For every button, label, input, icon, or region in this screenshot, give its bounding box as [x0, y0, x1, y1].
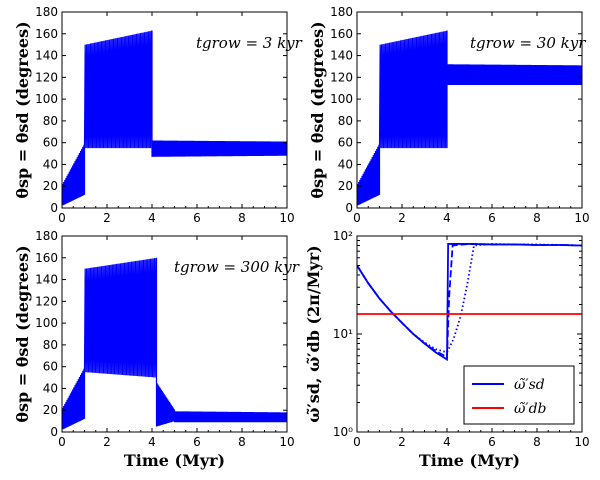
x-tick-label: 8 [533, 435, 541, 449]
y-tick-label: 80 [338, 114, 353, 128]
tgrow-annotation: tgrow = 300 kyr [174, 258, 300, 276]
y-tick-label: 180 [35, 229, 58, 243]
legend-box [463, 365, 575, 425]
plot-area-top-left [62, 30, 287, 206]
y-tick-label: 140 [35, 49, 58, 63]
x-tick-label: 10 [574, 435, 589, 449]
y-tick-label: 40 [43, 381, 58, 395]
panel-bottom-right: 0 2 4 6 8 10 10⁰ 10¹ 10² ω̃′sd, ω̃′db (2π/Myr) Tim… [304, 229, 590, 470]
y-tick-label: 140 [330, 49, 353, 63]
x-tick-label: 6 [488, 435, 496, 449]
y-tick-label: 100 [35, 316, 58, 330]
x-tick-label: 2 [398, 435, 406, 449]
y-tick-label: 160 [35, 251, 58, 265]
y-tick-label: 120 [330, 70, 353, 84]
y-tick-label: 180 [330, 5, 353, 19]
x-axis-label: Time (Myr) [419, 451, 520, 470]
y-tick-label: 60 [43, 360, 58, 374]
y-tick-label: 40 [43, 157, 58, 171]
y-tick-label: 180 [35, 5, 58, 19]
series-line-theta [357, 30, 582, 206]
y-tick-label: 10² [333, 229, 353, 243]
x-tick-label: 2 [398, 211, 406, 225]
x-axis-label: Time (Myr) [124, 451, 225, 470]
legend: ω̃′sd ω̃′db [463, 365, 575, 425]
y-tick-label: 0 [50, 201, 58, 215]
y-tick-label: 10⁰ [333, 425, 353, 439]
y-axis-label: θsp = θsd (degrees) [13, 21, 32, 198]
y-tick-label: 0 [345, 201, 353, 215]
legend-label: ω̃′sd [514, 377, 545, 393]
y-tick-label: 10¹ [333, 327, 353, 341]
x-tick-label: 4 [148, 211, 156, 225]
y-tick-label: 20 [43, 179, 58, 193]
y-tick-label: 120 [35, 70, 58, 84]
y-axis-label: θsp = θsd (degrees) [308, 21, 327, 198]
x-tick-label: 0 [353, 435, 361, 449]
x-tick-label: 8 [238, 435, 246, 449]
x-tick-label: 8 [238, 211, 246, 225]
y-axis-label: θsp = θsd (degrees) [13, 245, 32, 422]
x-tick-label: 6 [193, 211, 201, 225]
y-tick-label: 40 [338, 157, 353, 171]
tgrow-annotation: tgrow = 30 kyr [470, 34, 586, 52]
y-tick-label: 160 [330, 27, 353, 41]
x-tick-label: 10 [574, 211, 589, 225]
series-line-2 [357, 243, 582, 359]
legend-label: ω̃′db [514, 401, 547, 417]
plot-area-bottom-left [62, 257, 287, 430]
y-tick-label: 80 [43, 114, 58, 128]
x-tick-label: 6 [193, 435, 201, 449]
series-line-1 [357, 243, 582, 362]
y-tick-label: 140 [35, 273, 58, 287]
x-tick-label: 0 [58, 435, 66, 449]
y-tick-label: 20 [338, 179, 353, 193]
x-tick-label: 2 [103, 211, 111, 225]
x-tick-label: 6 [488, 211, 496, 225]
y-tick-label: 60 [43, 136, 58, 150]
y-tick-label: 60 [338, 136, 353, 150]
x-tick-label: 4 [443, 211, 451, 225]
y-tick-label: 100 [330, 92, 353, 106]
tgrow-annotation: tgrow = 3 kyr [196, 34, 303, 52]
y-tick-label: 120 [35, 294, 58, 308]
y-tick-label: 160 [35, 27, 58, 41]
series-line-3 [357, 243, 582, 354]
series-line-theta [62, 30, 287, 206]
y-tick-label: 0 [50, 425, 58, 439]
plot-area-top-right [357, 30, 582, 206]
y-tick-label: 20 [43, 403, 58, 417]
x-tick-label: 0 [353, 211, 361, 225]
y-axis-label: ω̃′sd, ω̃′db (2π/Myr) [304, 245, 323, 422]
x-tick-label: 2 [103, 435, 111, 449]
y-tick-label: 100 [35, 92, 58, 106]
plot-area-bottom-right [357, 243, 582, 362]
x-tick-label: 4 [443, 435, 451, 449]
series-line-theta [62, 257, 287, 430]
x-tick-label: 4 [148, 435, 156, 449]
x-tick-label: 0 [58, 211, 66, 225]
x-tick-label: 10 [279, 435, 294, 449]
y-tick-label: 80 [43, 338, 58, 352]
x-tick-label: 10 [279, 211, 294, 225]
x-tick-label: 8 [533, 211, 541, 225]
